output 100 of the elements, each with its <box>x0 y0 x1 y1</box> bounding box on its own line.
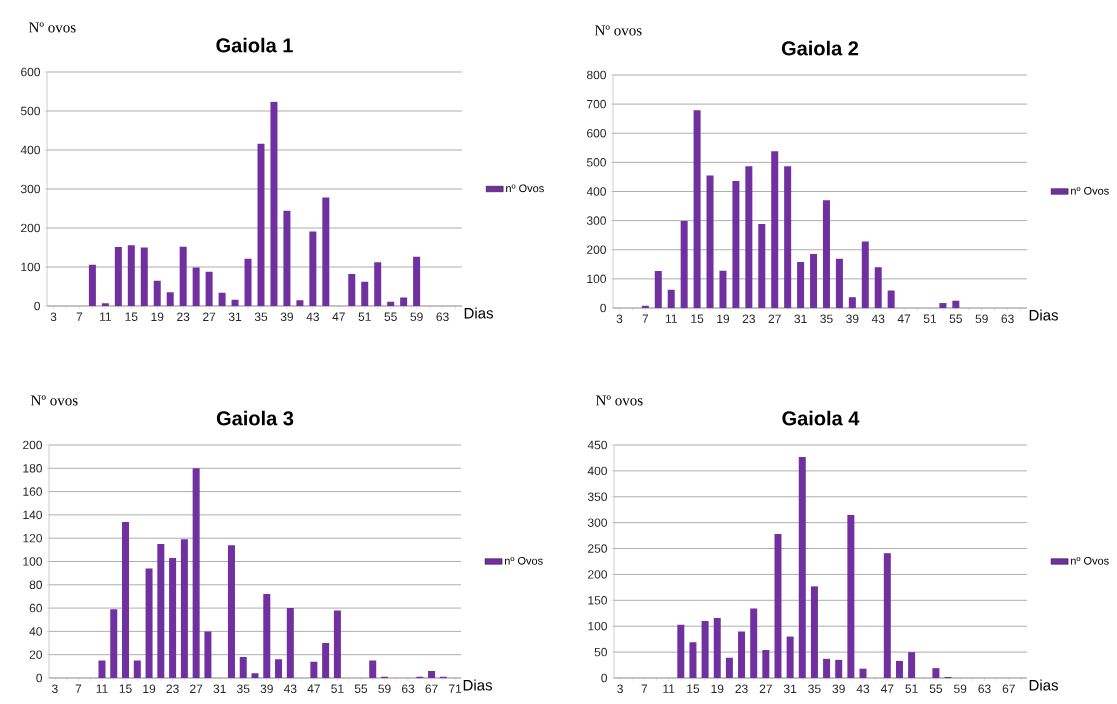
bar <box>387 301 395 306</box>
y-tick-label: 200 <box>23 440 43 450</box>
bar <box>192 267 200 306</box>
x-tick-label: 35 <box>254 312 268 322</box>
bar <box>127 245 135 306</box>
bar <box>654 271 662 308</box>
y-tick-label: 100 <box>23 557 43 566</box>
chart-title: Gaiola 1 <box>216 37 293 53</box>
x-tick-label: 55 <box>949 314 963 323</box>
bar <box>101 303 109 306</box>
x-axis-title: Dias <box>1029 679 1058 691</box>
y-axis-title: Nº ovos <box>28 22 76 33</box>
bar <box>244 258 252 306</box>
y-tick-label: 250 <box>588 544 607 553</box>
bar <box>374 262 382 306</box>
bar <box>732 181 740 308</box>
x-tick-label: 59 <box>975 314 988 324</box>
y-tick-label: 60 <box>29 603 43 613</box>
x-tick-label: 15 <box>125 312 138 321</box>
x-tick-label: 55 <box>929 684 943 693</box>
x-tick-label: 71 <box>449 684 462 693</box>
x-tick-label: 19 <box>151 312 164 322</box>
bar <box>157 544 165 678</box>
x-axis-title: Dias <box>463 679 492 691</box>
y-tick-label: 160 <box>23 487 43 496</box>
x-tick-label: 23 <box>742 314 755 324</box>
y-tick-label: 0 <box>600 303 607 313</box>
x-tick-label: 67 <box>425 684 438 694</box>
bar <box>227 545 235 678</box>
x-tick-label: 43 <box>306 312 320 322</box>
x-tick-label: 39 <box>846 314 859 324</box>
y-tick-label: 300 <box>586 216 606 225</box>
x-tick-label: 55 <box>384 312 397 321</box>
y-tick-label: 80 <box>29 580 43 590</box>
x-tick-label: 15 <box>119 684 132 693</box>
x-tick-label: 35 <box>820 314 833 324</box>
bar <box>166 292 174 306</box>
legend-label: nº Ovos <box>1071 186 1109 195</box>
y-tick-label: 20 <box>29 650 43 659</box>
bar <box>286 608 294 678</box>
y-tick-label: 400 <box>586 187 606 196</box>
bar <box>932 668 940 678</box>
x-tick-label: 19 <box>711 684 724 694</box>
x-tick-label: 7 <box>641 684 648 693</box>
bar <box>719 270 727 308</box>
chart-title: Gaiola 2 <box>781 40 859 56</box>
y-tick-label: 50 <box>594 647 608 657</box>
bar <box>750 608 758 678</box>
x-tick-label: 27 <box>203 312 216 321</box>
y-axis-title: Nº ovos <box>30 395 78 406</box>
bar <box>738 631 746 678</box>
y-axis-title: Nº ovos <box>595 395 643 406</box>
x-tick-label: 3 <box>617 684 623 694</box>
y-tick-label: 350 <box>587 492 607 501</box>
bar <box>98 660 106 678</box>
x-tick-label: 31 <box>228 312 242 322</box>
bar <box>786 636 794 678</box>
bar <box>296 300 304 306</box>
x-tick-label: 3 <box>52 684 58 694</box>
bar <box>275 659 283 678</box>
x-tick-label: 39 <box>280 312 294 322</box>
bar <box>701 621 709 678</box>
x-tick-label: 63 <box>436 312 449 322</box>
bar <box>908 652 916 678</box>
bar <box>848 297 856 308</box>
bar <box>810 254 818 308</box>
bar <box>810 586 818 678</box>
x-tick-label: 3 <box>616 314 623 324</box>
x-tick-label: 59 <box>410 312 423 322</box>
x-tick-label: 51 <box>331 684 344 693</box>
bar <box>667 289 675 308</box>
x-tick-label: 7 <box>76 312 83 321</box>
x-tick-label: 63 <box>1001 314 1014 324</box>
bar <box>758 224 766 308</box>
x-tick-label: 27 <box>190 684 203 693</box>
bar <box>263 594 271 678</box>
y-tick-label: 400 <box>587 466 607 476</box>
bar <box>859 668 867 678</box>
x-tick-label: 31 <box>213 684 226 694</box>
x-tick-label: 19 <box>717 314 730 324</box>
y-tick-label: 600 <box>587 129 606 138</box>
x-tick-label: 51 <box>905 684 918 693</box>
bar <box>145 568 153 678</box>
x-tick-label: 55 <box>354 684 368 693</box>
x-tick-label: 43 <box>283 684 297 694</box>
x-tick-label: 15 <box>687 684 700 693</box>
y-tick-label: 200 <box>587 245 606 254</box>
x-tick-label: 7 <box>642 314 649 323</box>
bar <box>88 264 96 306</box>
x-tick-label: 39 <box>832 684 845 694</box>
x-tick-label: 39 <box>260 684 273 694</box>
bar <box>205 271 213 306</box>
bar <box>153 280 161 306</box>
x-tick-label: 35 <box>808 684 821 694</box>
bar <box>713 617 721 678</box>
y-tick-label: 600 <box>21 67 41 77</box>
y-tick-label: 0 <box>601 673 608 683</box>
bar <box>204 631 212 678</box>
x-tick-label: 59 <box>954 684 967 694</box>
x-tick-label: 7 <box>75 684 82 693</box>
